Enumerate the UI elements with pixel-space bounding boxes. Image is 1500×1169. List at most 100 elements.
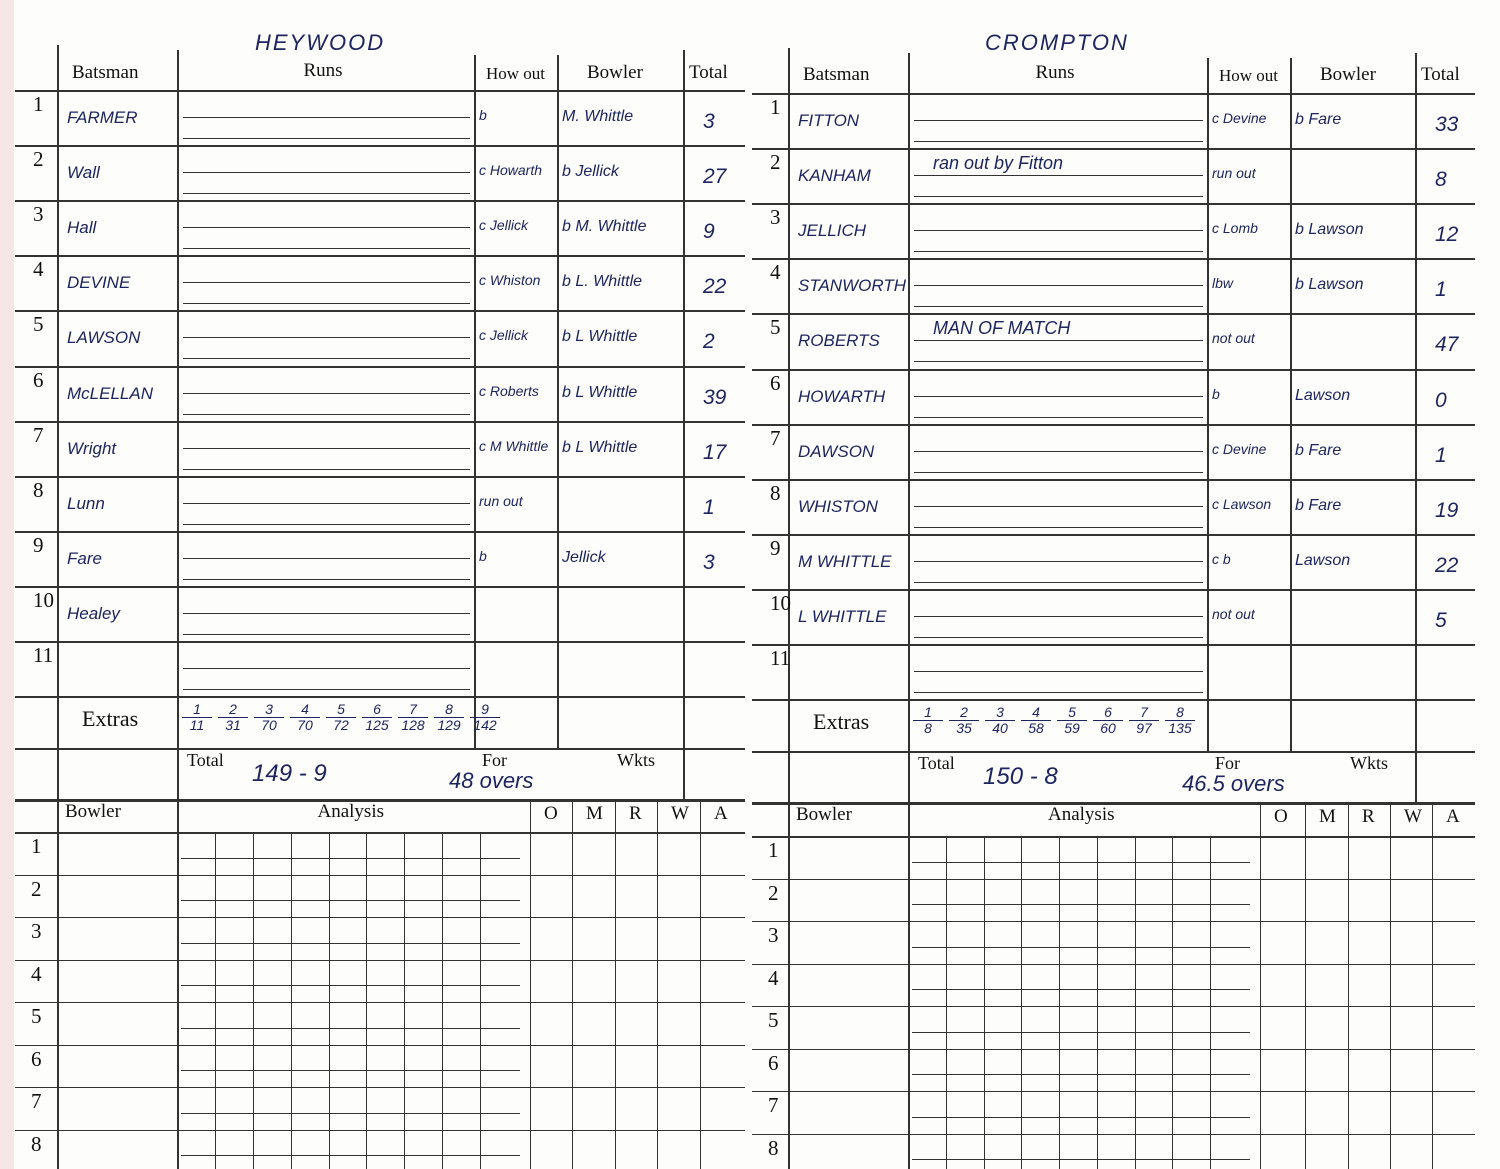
rule-line [183,668,470,669]
rule-line [15,960,745,962]
batsman-name: FARMER [67,108,138,127]
wicket-number: 6 [1093,705,1123,722]
how-out: not out [1212,330,1255,347]
rule-line [183,117,470,118]
rule-line [183,634,470,635]
wicket-number: 3 [254,702,284,719]
wicket-number: 1 [182,702,212,719]
rule-line [183,448,470,449]
rule-line [15,1130,745,1132]
rule-line [15,255,745,257]
column-line [366,832,367,1169]
fall-of-wicket: 3 70 [254,702,284,733]
rule-line [15,1045,745,1047]
rule-line [914,120,1203,121]
batsman-number: 4 [770,260,781,285]
column-line [1415,53,1417,802]
batsman-name: LAWSON [67,328,141,348]
header-bowling-bowler: Bowler [796,804,852,825]
for-label: For [1215,753,1241,774]
how-out: run out [479,492,523,509]
fall-of-wicket: 5 59 [1057,705,1087,736]
header-total: Total [1421,64,1460,85]
column-line [1172,836,1173,1169]
rule-line [181,1155,520,1156]
header-m: M [586,803,603,824]
header-a: A [714,803,728,824]
rule-line [183,469,470,470]
column-line [1348,805,1349,1169]
column-line [683,50,685,799]
rule-line [752,751,1475,753]
rule-line [912,1159,1250,1160]
header-analysis: Analysis [1048,804,1115,825]
rule-line [912,862,1250,863]
rule-line [15,366,745,368]
column-line [984,836,985,1169]
bowler-number: 7 [31,1089,42,1113]
rule-line [181,1070,520,1071]
rule-line [752,699,1475,701]
column-line [788,48,790,802]
header-runs: Runs [303,60,343,81]
rule-line [183,414,470,415]
how-out: c b [1212,550,1231,567]
fall-of-wicket: 1 11 [182,702,212,733]
how-out: c Roberts [479,382,539,399]
score-at-wicket: 72 [333,717,349,734]
batsman-total: 22 [1435,553,1459,577]
batsman-name: L WHITTLE [798,606,887,626]
batsman-total: 47 [1435,333,1459,357]
batsman-name: ROBERTS [798,331,880,351]
rule-line [752,921,1475,923]
rule-line [752,258,1475,260]
score-at-wicket: 11 [189,717,205,734]
batsman-name: Hall [67,218,97,238]
rule-line [752,313,1475,315]
rule-line [914,417,1203,418]
total-label: Total [918,753,955,774]
column-line [530,802,531,1169]
rule-line [752,879,1475,881]
header-a: A [1446,806,1460,827]
score-at-wicket: 60 [1100,720,1116,737]
rule-line [181,1028,520,1029]
column-line [480,832,481,1169]
rule-line [914,582,1203,583]
header-batsman: Batsman [803,64,870,85]
how-out: lbw [1212,275,1234,292]
wkts-label: Wkts [1350,753,1388,774]
extras-label: Extras [813,709,870,735]
bowler-number: 1 [31,834,42,858]
how-out: c Howarth [479,162,543,179]
rule-line [15,748,745,750]
bowler-name: Lawson [1295,386,1351,404]
batsman-total: 12 [1435,223,1459,247]
batsman-name: DEVINE [67,273,131,293]
bowler-number: 2 [768,880,779,905]
rule-line [15,90,745,92]
rule-line [183,689,470,690]
column-line [253,832,254,1169]
rule-line [914,251,1203,252]
column-line [1135,836,1136,1169]
rule-line [752,424,1475,426]
bowler-name: Jellick [562,548,606,566]
bowler-number: 7 [768,1093,779,1117]
fall-of-wicket: 7 128 [398,702,428,733]
bowler-number: 6 [768,1050,779,1075]
column-line [57,45,59,799]
rule-line [914,692,1203,693]
bowler-number: 4 [768,965,779,990]
wicket-number: 2 [949,705,979,722]
runs-note: MAN OF MATCH [933,318,1071,339]
fall-of-wicket: 7 97 [1129,705,1159,736]
column-line [1290,58,1292,751]
rule-line [914,671,1203,672]
bowler-name: b L Whittle [562,438,638,456]
rule-line [183,138,470,139]
column-line [57,797,59,1169]
rule-line [15,1002,745,1004]
batsman-number: 5 [770,315,781,340]
